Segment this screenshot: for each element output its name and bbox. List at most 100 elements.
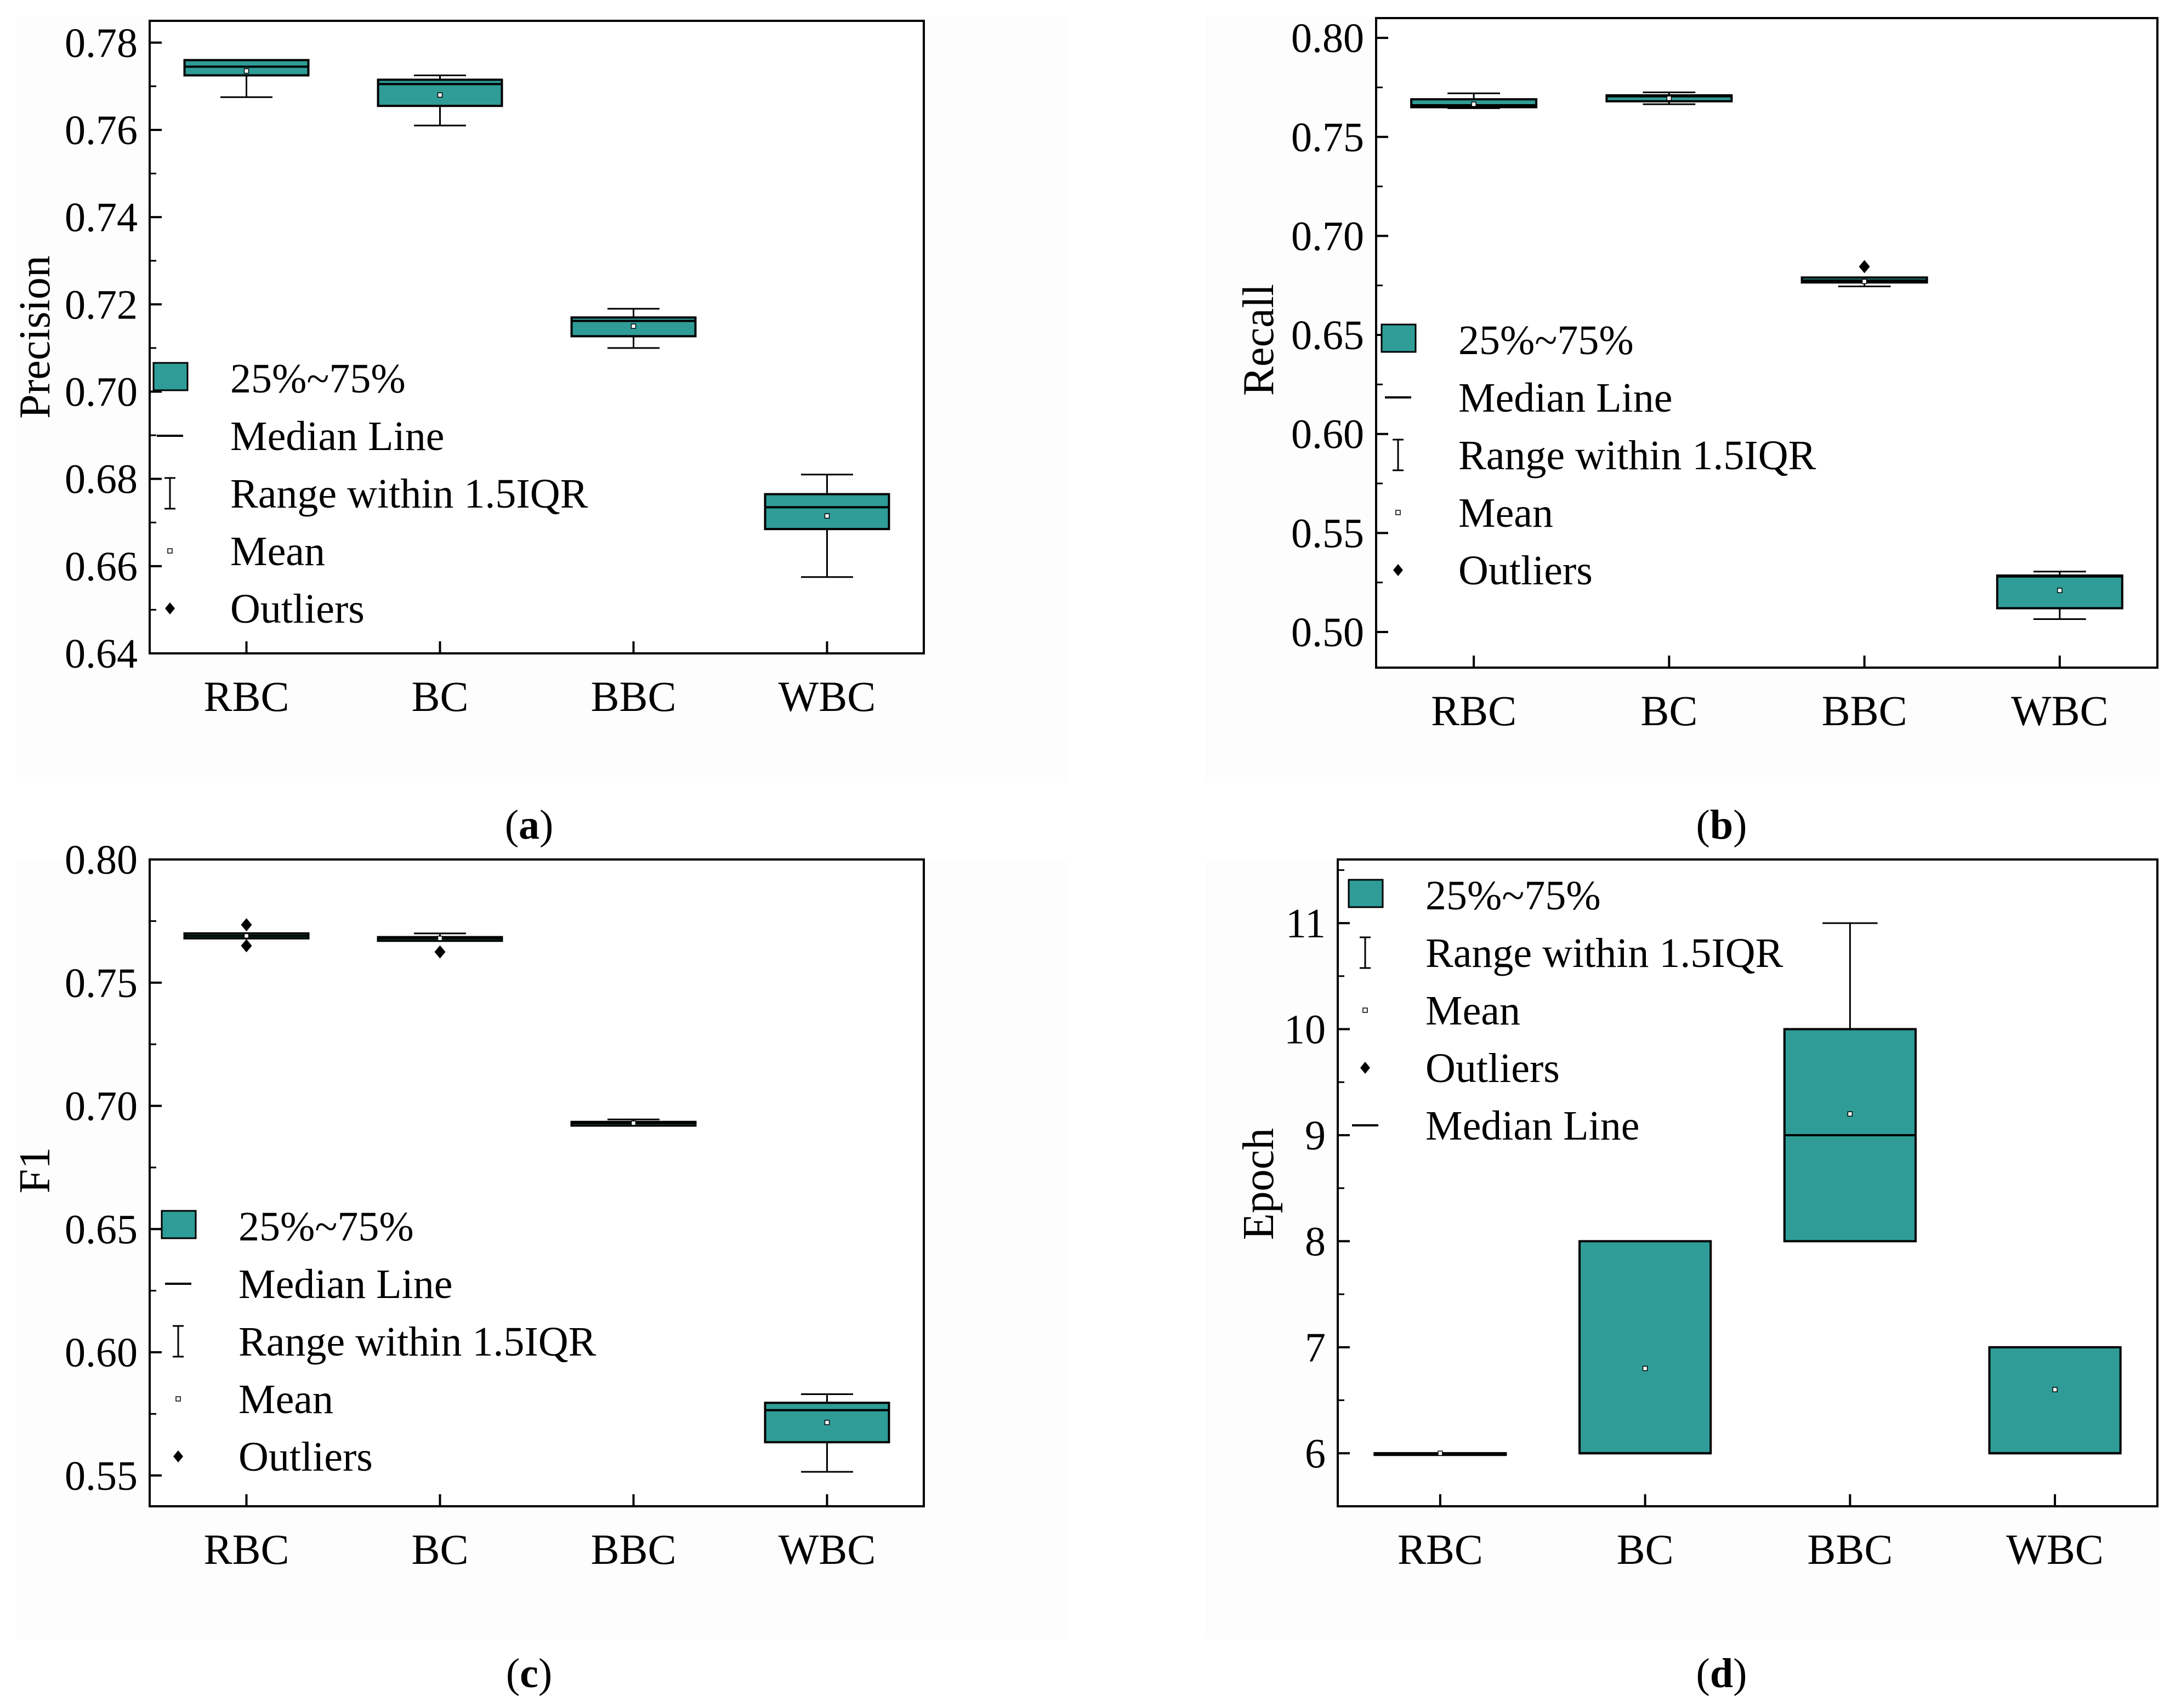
legend-label: Median Line [238,1261,452,1307]
legend-label: Range within 1.5IQR [1458,432,1816,479]
x-tick-label: BBC [590,673,676,720]
legend-label: 25%~75% [238,1204,414,1250]
legend-label: Range within 1.5IQR [1425,930,1783,976]
y-tick-label: 0.66 [65,544,138,590]
mean-marker [1471,101,1476,107]
mean-marker [437,92,443,98]
y-tick-label: 11 [1286,901,1326,947]
panel-b-caption-letter: b [1710,802,1733,848]
legend-outlier-swatch [1360,1062,1370,1074]
y-tick-label: 0.78 [65,20,138,66]
legend-box-swatch [1381,323,1417,353]
legend-label: Outliers [1425,1045,1560,1091]
mean-marker [1666,95,1672,101]
y-tick-label: 0.72 [65,282,138,328]
y-tick-label: 0.80 [1291,15,1364,61]
legend-label: 25%~75% [1425,873,1601,919]
panel-a-caption-letter: a [519,802,539,848]
box-WBC [764,493,890,531]
x-tick-label: WBC [779,1525,876,1573]
panel-d: (d) 6 7 8 9 10 11 Epoch RBC BC BBC WBC 25%~75% Range… [1206,858,2160,1696]
x-tick-label: BC [411,1525,468,1573]
outlier-marker [241,939,252,953]
legend-label: Mean [1458,490,1553,536]
y-axis-label: Recall [1235,284,1283,396]
box-WBC [1988,1346,2122,1455]
y-axis-label: Epoch [1235,1128,1283,1240]
outlier-marker [241,918,252,932]
legend-label: Range within 1.5IQR [238,1319,597,1365]
x-tick-label: RBC [1431,687,1516,735]
y-tick-label: 8 [1305,1219,1326,1265]
legend-label: 25%~75% [1458,317,1634,363]
x-tick-label: BC [1640,687,1697,735]
x-tick-label: BC [1617,1525,1674,1573]
box-BC [1578,1240,1712,1455]
panel-d-caption-letter: d [1710,1650,1733,1696]
legend-mean-swatch [1362,1007,1368,1013]
y-tick-label: 0.55 [1291,510,1364,556]
panel-a-caption: (a) [505,802,554,848]
legend-outlier-swatch [1393,564,1403,576]
y-tick-label: 0.50 [1291,610,1364,656]
mean-marker [1861,278,1867,284]
legend-label: Median Line [230,413,444,459]
y-tick-label: 0.75 [1291,115,1364,161]
legend-label: 25%~75% [230,356,406,402]
mean-marker [2052,1387,2058,1392]
y-tick-label: 0.70 [1291,213,1364,259]
outlier-marker [434,945,446,959]
outlier-marker [1859,260,1870,274]
plot-area-b [1375,17,2158,669]
mean-marker [437,936,443,941]
y-tick-label: 7 [1305,1325,1326,1371]
mean-marker [824,513,830,519]
legend-label: Median Line [1425,1103,1639,1149]
legend-label: Range within 1.5IQR [230,471,588,517]
y-tick-label: 10 [1284,1007,1326,1053]
y-tick-label: 0.55 [65,1453,138,1499]
plot-area-c [149,858,925,1507]
y-tick-label: 0.74 [65,195,138,241]
x-tick-label: WBC [779,673,876,720]
legend-box-swatch [1348,879,1384,908]
legend-box-swatch [152,362,189,391]
plot-area-a [149,20,925,654]
y-tick-label: 0.70 [65,369,138,415]
legend-outlier-swatch [165,602,175,614]
mean-marker [2057,588,2063,593]
panel-c-caption: (c) [506,1650,552,1696]
panel-b-caption: (b) [1696,802,1747,848]
panel-a: (a) 0.64 0.66 0.68 0.70 0.72 0.74 0.76 0.78 Prec… [11,15,1068,848]
legend-mean-swatch [1395,510,1401,515]
y-axis-label: Precision [11,255,59,419]
y-tick-label: 0.60 [1291,412,1364,458]
panel-c: (c) 0.55 0.60 0.65 0.70 0.75 0.80 F1 RBC BC BBC WB… [11,837,1068,1696]
panel-c-caption-letter: c [520,1650,538,1696]
y-tick-label: 0.60 [65,1330,138,1376]
x-tick-label: WBC [2006,1525,2104,1573]
y-axis-label: F1 [11,1147,59,1194]
y-tick-label: 0.64 [65,631,138,677]
mean-marker [1847,1111,1853,1117]
legend-outlier-swatch [173,1450,183,1462]
panel-d-caption: (d) [1696,1650,1747,1696]
y-tick-label: 9 [1305,1113,1326,1159]
x-tick-label: RBC [203,1525,289,1573]
mean-marker [243,933,249,939]
y-tick-label: 0.76 [65,107,138,153]
x-tick-label: BBC [1822,687,1907,735]
legend-label: Outliers [238,1434,373,1480]
legend-mean-swatch [175,1396,181,1402]
mean-marker [243,68,249,74]
legend-box-swatch [161,1210,197,1239]
mean-marker [1438,1450,1443,1456]
x-tick-label: WBC [2011,687,2109,735]
legend-label: Outliers [230,586,365,632]
y-tick-label: 0.80 [65,837,138,883]
x-tick-label: RBC [1398,1525,1483,1573]
x-tick-label: BC [411,673,468,720]
legend-label: Mean [230,528,325,574]
panel-b: (b) 0.50 0.55 0.60 0.65 0.70 0.75 0.80 Recall RB… [1206,15,2160,848]
